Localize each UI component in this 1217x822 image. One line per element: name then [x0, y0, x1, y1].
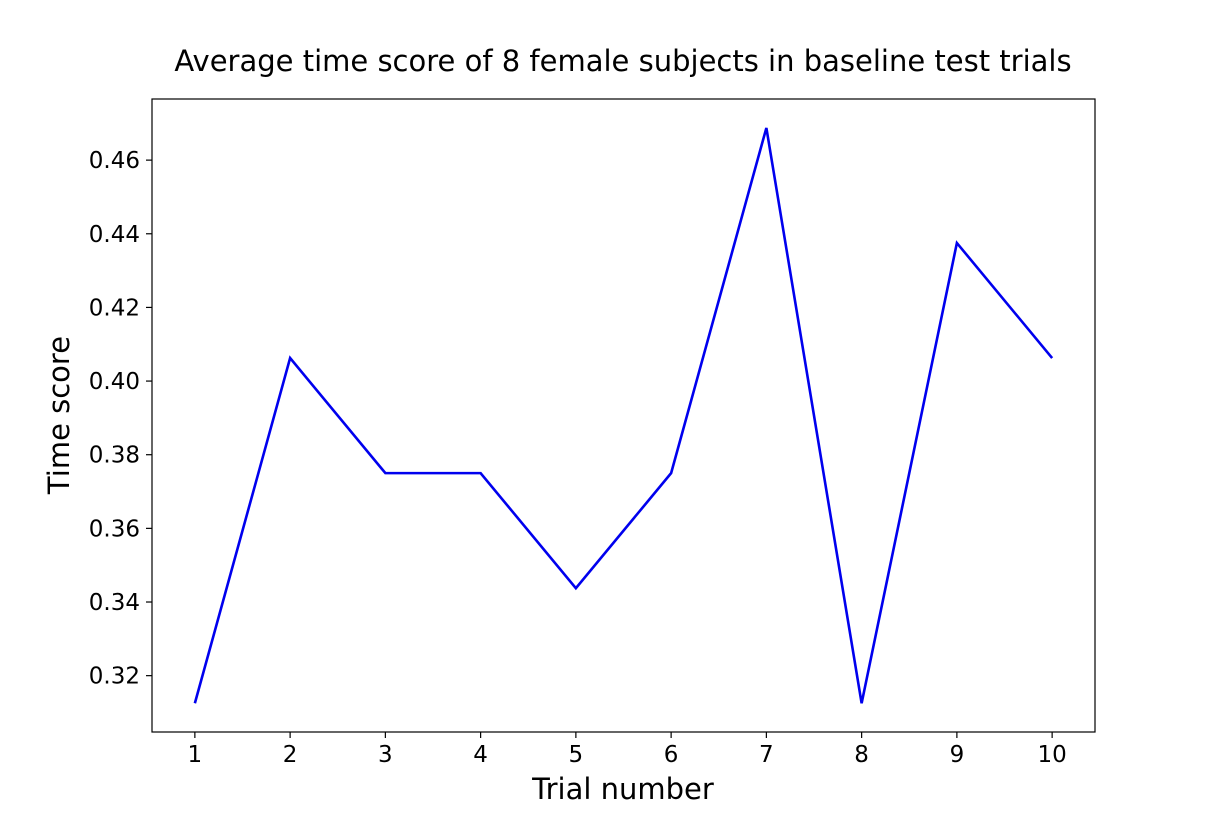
y-tick-label: 0.40 [89, 369, 140, 395]
y-tick-label: 0.44 [89, 222, 140, 248]
x-tick-label: 6 [664, 742, 679, 768]
chart-title: Average time score of 8 female subjects … [174, 44, 1071, 78]
y-tick-label: 0.46 [89, 148, 140, 174]
y-axis: 0.32 0.34 0.36 0.38 0.40 0.42 0.44 0.46 [89, 148, 152, 690]
series-layer [193, 127, 1054, 704]
y-tick-label: 0.42 [89, 295, 140, 321]
x-tick-label: 8 [854, 742, 869, 768]
x-tick-label: 7 [759, 742, 774, 768]
x-tick-label: 1 [188, 742, 203, 768]
y-axis-label: Time score [42, 336, 76, 495]
series-line [193, 127, 1054, 704]
y-tick-label: 0.36 [89, 516, 140, 542]
plot-area [151, 98, 1096, 733]
y-tick-label: 0.32 [89, 664, 140, 690]
x-tick-label: 4 [473, 742, 488, 768]
x-tick-label: 10 [1037, 742, 1066, 768]
x-tick-label: 5 [569, 742, 584, 768]
x-tick-label: 3 [378, 742, 393, 768]
y-tick-label: 0.34 [89, 590, 140, 616]
x-tick-label: 9 [950, 742, 965, 768]
x-axis: 1 2 3 4 5 6 7 8 9 10 [188, 732, 1067, 768]
y-tick-label: 0.38 [89, 443, 140, 469]
x-tick-label: 2 [283, 742, 298, 768]
x-axis-label: Trial number [531, 772, 714, 806]
